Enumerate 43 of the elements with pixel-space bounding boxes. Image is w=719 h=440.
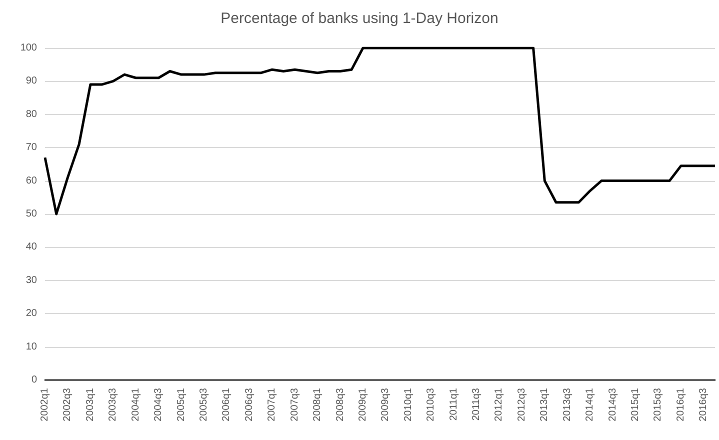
x-tick-label: 2010q1 [402, 388, 414, 422]
x-tick-label: 2013q1 [539, 388, 550, 422]
x-tick-label: 2002q3 [62, 388, 74, 422]
x-tick-label: 2008q1 [312, 388, 324, 422]
x-tick-label: 2010q3 [426, 388, 437, 422]
x-tick-label: 2014q3 [607, 388, 618, 422]
x-tick-label: 2009q1 [357, 388, 368, 422]
y-tick-label: 0 [31, 374, 38, 386]
y-tick-label: 60 [26, 175, 38, 186]
x-tick-label: 2015q3 [652, 388, 664, 422]
x-tick-label: 2006q3 [244, 388, 255, 422]
x-tick-label: 2016q3 [698, 388, 710, 422]
y-tick-label: 30 [26, 274, 38, 286]
x-tick-label: 2014q1 [584, 388, 596, 422]
x-tick-label: 2002q1 [40, 388, 50, 422]
y-tick-label: 100 [20, 42, 38, 54]
x-tick-label: 2011q1 [448, 388, 460, 421]
x-tick-label: 2005q3 [198, 388, 210, 422]
x-tick-label: 2011q3 [471, 388, 482, 421]
line-series [44, 46, 716, 216]
y-tick-label: 50 [26, 208, 38, 220]
x-tick-label: 2005q1 [176, 388, 187, 422]
x-tick-label: 2003q3 [108, 388, 119, 422]
x-tick-label: 2006q1 [221, 388, 232, 422]
y-tick-label: 70 [26, 142, 38, 154]
x-tick-label: 2013q3 [562, 388, 573, 422]
x-tick-label: 2015q1 [630, 388, 642, 422]
y-tick-label: 10 [26, 341, 38, 352]
chart-title: Percentage of banks using 1-Day Horizon [220, 10, 498, 27]
x-tick-label: 2009q3 [380, 388, 392, 422]
x-tick-label: 2016q1 [675, 388, 686, 422]
y-tick-label: 40 [26, 242, 38, 253]
y-tick-label: 20 [26, 308, 38, 320]
x-tick-label: 2004q1 [130, 388, 142, 422]
x-tick-label: 2003q1 [84, 388, 96, 422]
x-tick-label: 2007q3 [289, 388, 300, 422]
x-tick-label: 2012q1 [494, 388, 505, 422]
x-tick-label: 2007q1 [266, 388, 278, 422]
y-tick-label: 80 [26, 108, 38, 120]
x-tick-label: 2004q3 [153, 388, 164, 422]
y-tick-label: 90 [26, 76, 38, 87]
x-tick-label: 2012q3 [516, 388, 528, 422]
x-tick-label: 2008q3 [334, 388, 346, 422]
